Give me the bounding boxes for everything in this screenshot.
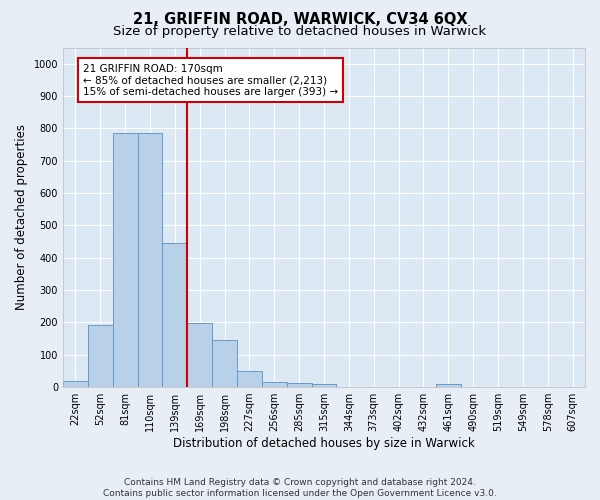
Bar [436, 384, 461, 387]
Bar [63, 382, 88, 387]
Bar [237, 371, 262, 387]
Bar [212, 340, 237, 387]
Y-axis label: Number of detached properties: Number of detached properties [15, 124, 28, 310]
Bar [88, 325, 113, 387]
Text: Contains HM Land Registry data © Crown copyright and database right 2024.
Contai: Contains HM Land Registry data © Crown c… [103, 478, 497, 498]
Bar [113, 132, 137, 387]
Bar [262, 382, 287, 387]
Bar [163, 243, 187, 387]
Bar [311, 384, 337, 387]
Bar [287, 383, 311, 387]
Text: Size of property relative to detached houses in Warwick: Size of property relative to detached ho… [113, 25, 487, 38]
Bar [187, 324, 212, 387]
Text: 21, GRIFFIN ROAD, WARWICK, CV34 6QX: 21, GRIFFIN ROAD, WARWICK, CV34 6QX [133, 12, 467, 28]
Bar [137, 132, 163, 387]
X-axis label: Distribution of detached houses by size in Warwick: Distribution of detached houses by size … [173, 437, 475, 450]
Text: 21 GRIFFIN ROAD: 170sqm
← 85% of detached houses are smaller (2,213)
15% of semi: 21 GRIFFIN ROAD: 170sqm ← 85% of detache… [83, 64, 338, 97]
